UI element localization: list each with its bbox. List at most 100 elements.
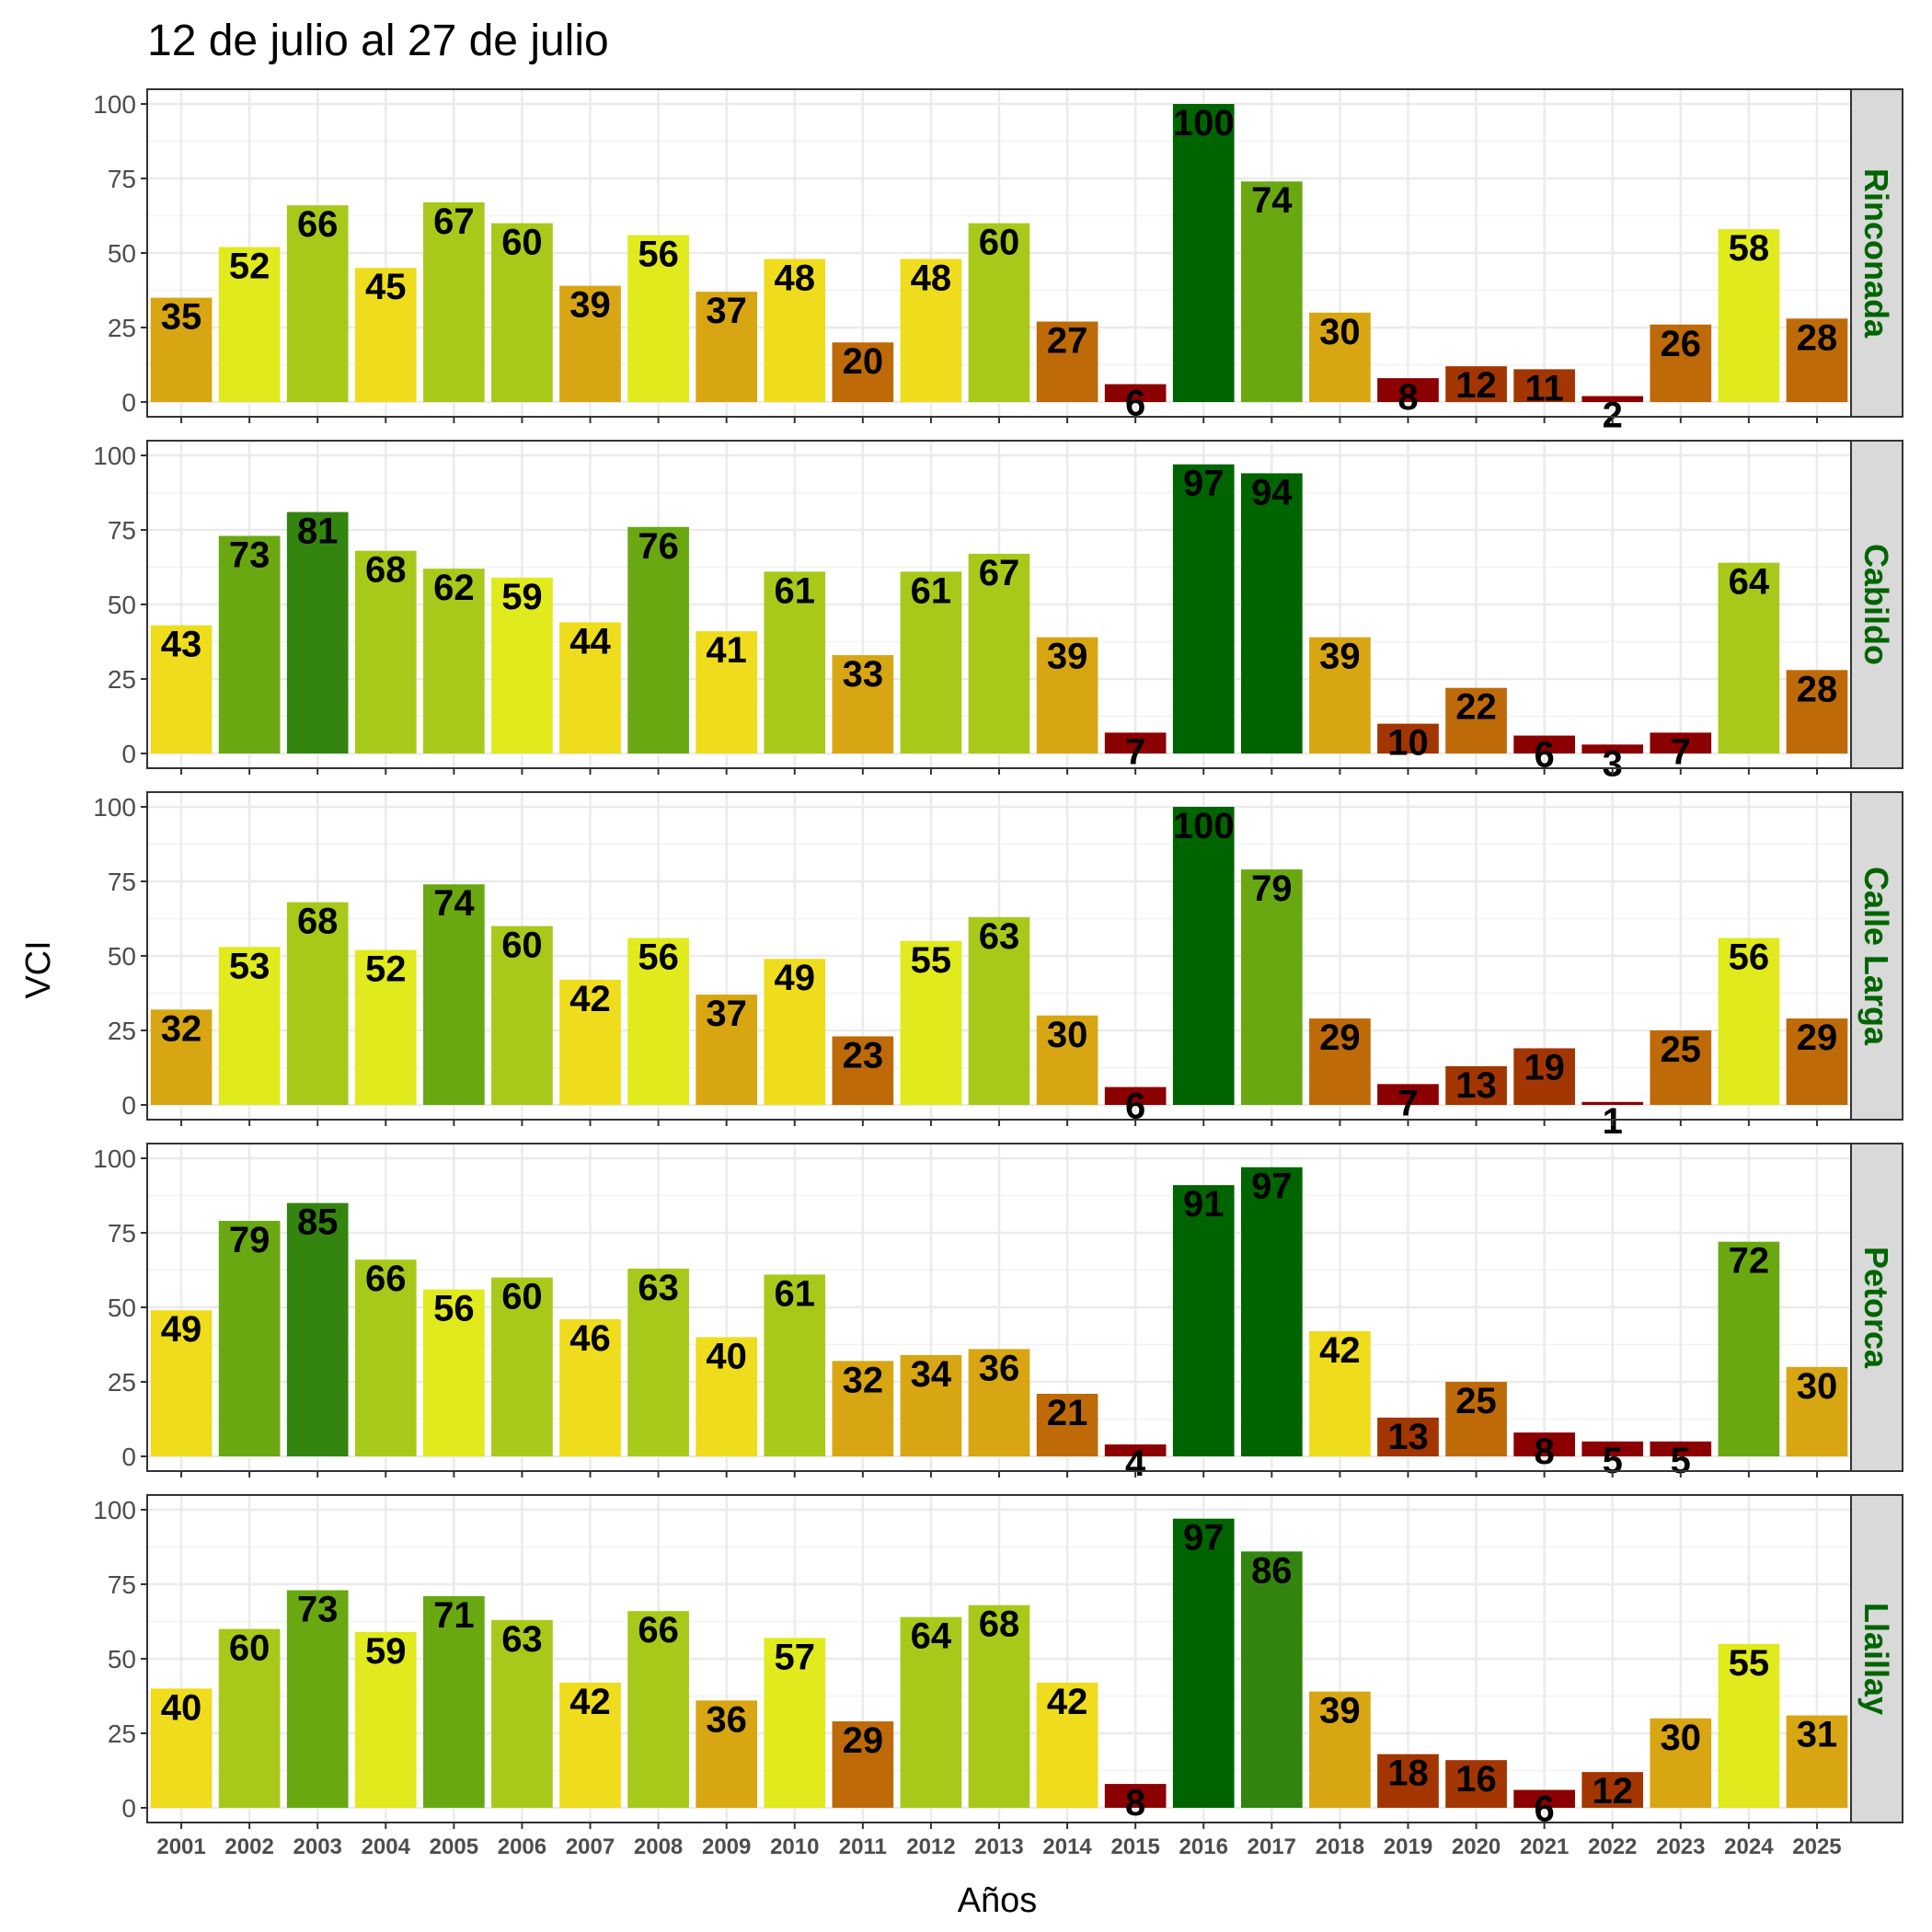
bar-2005 xyxy=(423,201,485,402)
facet-strip-label: Calle Larga xyxy=(1857,867,1895,1046)
bar-label-2007: 42 xyxy=(569,1682,611,1722)
bar-2008 xyxy=(627,1268,689,1456)
bar-2020 xyxy=(1445,687,1507,753)
bar-label-2017: 94 xyxy=(1251,472,1293,512)
bar-label-2011: 20 xyxy=(843,341,884,382)
bar-label-2019: 7 xyxy=(1397,1083,1418,1123)
bar-2001 xyxy=(150,1009,213,1105)
bar-2011 xyxy=(832,1721,894,1808)
bar-2009 xyxy=(696,631,758,753)
bar-2012 xyxy=(900,1354,962,1456)
bar-2007 xyxy=(559,1682,621,1808)
bar-label-2022: 3 xyxy=(1603,743,1623,784)
bar-2022 xyxy=(1581,1772,1644,1808)
bar-label-2016: 97 xyxy=(1183,464,1225,504)
bar-label-2001: 32 xyxy=(161,1008,202,1049)
facet-strip-label: Rinconada xyxy=(1857,168,1895,339)
bar-label-2019: 10 xyxy=(1387,723,1429,764)
bar-2024 xyxy=(1718,1241,1780,1456)
bar-2011 xyxy=(832,655,894,753)
bar-label-2011: 29 xyxy=(843,1720,884,1761)
bar-label-2005: 56 xyxy=(433,1289,475,1329)
bar-label-2019: 8 xyxy=(1397,377,1418,418)
bar-label-2024: 64 xyxy=(1729,562,1770,603)
bar-2007 xyxy=(559,979,621,1105)
bar-2001 xyxy=(150,625,213,753)
bar-label-2009: 40 xyxy=(706,1336,747,1376)
x-tick-label-2010: 2010 xyxy=(770,1834,819,1859)
bar-2005 xyxy=(423,884,485,1105)
y-tick-label: 25 xyxy=(108,1368,136,1397)
bar-label-2006: 60 xyxy=(501,223,543,263)
x-tick-label-2016: 2016 xyxy=(1179,1834,1228,1859)
panels: 0255075100355266456760395637482048602761… xyxy=(93,88,1903,1830)
y-tick-label: 50 xyxy=(108,239,136,268)
bar-2017 xyxy=(1240,1167,1303,1456)
bar-2008 xyxy=(627,235,689,402)
bar-label-2023: 7 xyxy=(1671,731,1691,772)
y-tick-label: 100 xyxy=(93,442,136,470)
bar-2020 xyxy=(1445,1382,1507,1456)
bar-2025 xyxy=(1786,670,1848,753)
y-tick-label: 25 xyxy=(108,314,136,342)
bar-label-2005: 74 xyxy=(433,883,475,924)
bar-2012 xyxy=(900,1616,962,1808)
bar-2003 xyxy=(286,1202,349,1456)
chart-title: 12 de julio al 27 de julio xyxy=(147,17,609,65)
bar-label-2012: 55 xyxy=(911,940,952,981)
bar-label-2004: 68 xyxy=(365,550,407,591)
x-tick-label-2025: 2025 xyxy=(1792,1834,1841,1859)
bar-label-2020: 13 xyxy=(1455,1065,1497,1106)
bar-label-2014: 39 xyxy=(1047,637,1088,677)
y-tick-label: 50 xyxy=(108,1645,136,1673)
bar-label-2020: 25 xyxy=(1455,1381,1497,1421)
bar-2024 xyxy=(1718,937,1780,1105)
bar-2009 xyxy=(696,1337,758,1456)
bar-2016 xyxy=(1172,1518,1235,1808)
x-tick-label-2008: 2008 xyxy=(634,1834,683,1859)
bar-label-2022: 12 xyxy=(1592,1771,1633,1811)
bar-label-2013: 63 xyxy=(979,916,1020,957)
bar-2022 xyxy=(1581,744,1644,753)
bar-2008 xyxy=(627,526,689,753)
bar-2017 xyxy=(1240,181,1303,402)
bar-label-2006: 60 xyxy=(501,1277,543,1317)
bar-2023 xyxy=(1650,1441,1712,1456)
bar-2015 xyxy=(1104,732,1167,753)
facet-strip xyxy=(1850,88,1903,418)
bar-label-2010: 48 xyxy=(775,258,816,298)
bar-2014 xyxy=(1036,637,1098,753)
bar-2025 xyxy=(1786,1715,1848,1808)
bar-2015 xyxy=(1104,1784,1167,1808)
y-tick-label: 25 xyxy=(108,1719,136,1748)
bar-label-2021: 6 xyxy=(1535,1789,1555,1830)
bar-2002 xyxy=(218,1628,281,1808)
bar-label-2013: 60 xyxy=(979,223,1020,263)
bar-label-2003: 85 xyxy=(297,1202,339,1243)
bar-label-2005: 67 xyxy=(433,201,475,242)
bar-2021 xyxy=(1513,1789,1575,1808)
bar-label-2016: 100 xyxy=(1173,806,1235,846)
bar-2014 xyxy=(1036,1015,1098,1105)
bar-2017 xyxy=(1240,473,1303,753)
bar-label-2020: 22 xyxy=(1455,687,1497,728)
bar-label-2011: 32 xyxy=(843,1360,884,1400)
bar-label-2009: 36 xyxy=(706,1699,747,1740)
bar-label-2018: 39 xyxy=(1319,637,1361,677)
bar-label-2016: 97 xyxy=(1183,1518,1225,1558)
bar-label-2010: 57 xyxy=(775,1637,816,1677)
bar-label-2013: 36 xyxy=(979,1348,1020,1388)
bar-2018 xyxy=(1309,1330,1371,1456)
y-tick-label: 75 xyxy=(108,1570,136,1599)
bar-label-2008: 56 xyxy=(638,235,679,275)
x-tick-label-2020: 2020 xyxy=(1452,1834,1501,1859)
bar-label-2014: 30 xyxy=(1047,1015,1088,1055)
bar-2011 xyxy=(832,1361,894,1456)
y-tick-label: 75 xyxy=(108,1219,136,1248)
bar-label-2021: 19 xyxy=(1524,1047,1565,1087)
facet-strip-label: Petorca xyxy=(1857,1247,1895,1369)
bar-label-2025: 28 xyxy=(1797,317,1838,358)
bar-label-2001: 40 xyxy=(161,1687,202,1728)
bar-2002 xyxy=(218,947,281,1105)
